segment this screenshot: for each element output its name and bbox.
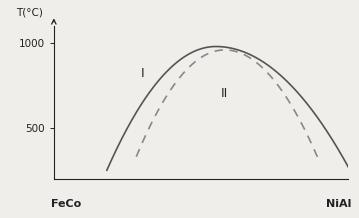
- Text: T(°C): T(°C): [15, 7, 42, 17]
- Text: NiAl: NiAl: [326, 199, 351, 209]
- Text: I: I: [140, 67, 144, 80]
- Text: FeCo: FeCo: [51, 199, 81, 209]
- Text: II: II: [221, 87, 228, 100]
